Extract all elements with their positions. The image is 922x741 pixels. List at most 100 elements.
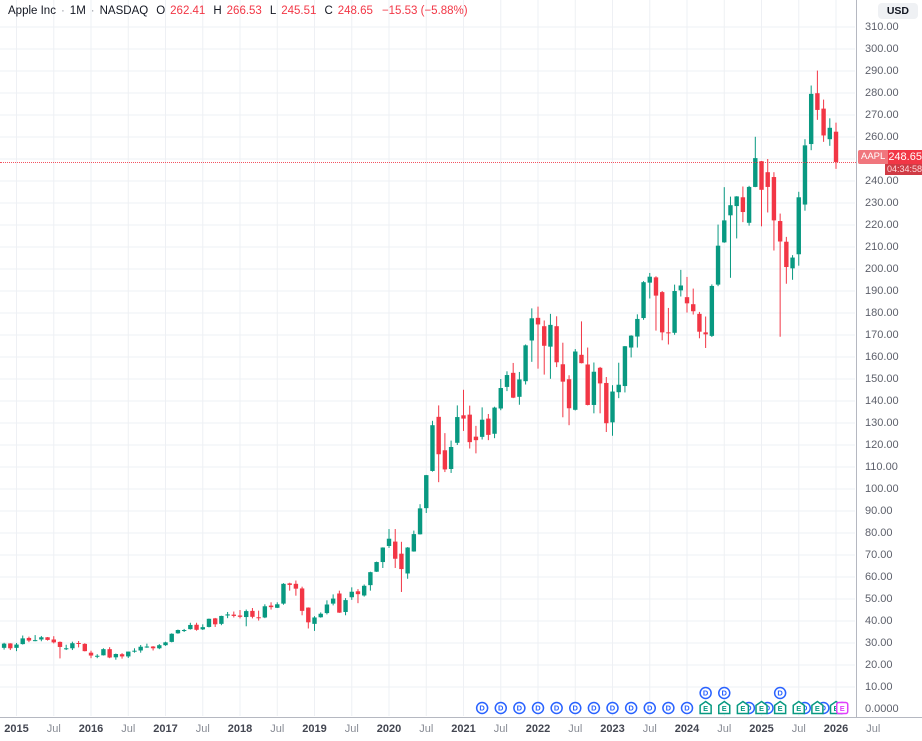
candle[interactable] bbox=[753, 136, 758, 188]
candle[interactable] bbox=[101, 648, 106, 656]
earnings-icon[interactable]: E bbox=[755, 700, 768, 715]
event-markers[interactable]: DDDDDDDDDDDDDEDEDEDEDEDEDEDEE bbox=[475, 686, 849, 715]
candle[interactable] bbox=[734, 196, 739, 239]
candle[interactable] bbox=[181, 628, 187, 632]
candle[interactable] bbox=[833, 122, 839, 169]
candle[interactable] bbox=[194, 622, 199, 631]
candle[interactable] bbox=[666, 307, 671, 345]
candle[interactable] bbox=[411, 530, 417, 552]
candle[interactable] bbox=[653, 276, 659, 331]
candle[interactable] bbox=[815, 70, 820, 120]
candle[interactable] bbox=[510, 362, 516, 399]
earnings-icon[interactable]: E bbox=[792, 700, 806, 715]
candle[interactable] bbox=[32, 635, 38, 642]
earnings-icon[interactable]: E bbox=[773, 700, 787, 715]
candle[interactable] bbox=[330, 594, 336, 606]
candle[interactable] bbox=[498, 379, 503, 411]
candle[interactable] bbox=[641, 281, 646, 320]
candle[interactable] bbox=[560, 342, 566, 418]
dividend-icon[interactable]: D bbox=[662, 701, 675, 715]
candle[interactable] bbox=[57, 641, 63, 659]
candle[interactable] bbox=[88, 650, 94, 659]
candle[interactable] bbox=[579, 321, 584, 364]
candle[interactable] bbox=[597, 366, 603, 414]
candle[interactable] bbox=[715, 224, 721, 287]
candle[interactable] bbox=[150, 646, 156, 651]
dividend-icon[interactable]: D bbox=[494, 701, 508, 715]
candle[interactable] bbox=[368, 571, 373, 591]
candle[interactable] bbox=[697, 311, 702, 339]
candle[interactable] bbox=[448, 440, 454, 473]
candle[interactable] bbox=[95, 654, 100, 659]
candle[interactable] bbox=[337, 590, 342, 613]
candle[interactable] bbox=[206, 618, 212, 628]
candle[interactable] bbox=[138, 644, 143, 653]
dividend-icon[interactable]: D bbox=[606, 701, 619, 715]
candle[interactable] bbox=[722, 187, 727, 243]
candle[interactable] bbox=[76, 641, 81, 648]
candle[interactable] bbox=[684, 276, 690, 313]
candle[interactable] bbox=[51, 636, 56, 644]
candle[interactable] bbox=[430, 420, 435, 472]
interval-label[interactable]: 1M bbox=[69, 5, 86, 17]
symbol-title[interactable]: Apple Inc bbox=[8, 5, 56, 17]
upcoming-earnings-icon[interactable]: E bbox=[835, 701, 849, 715]
candle[interactable] bbox=[647, 272, 652, 299]
candle[interactable] bbox=[566, 375, 572, 426]
candle[interactable] bbox=[275, 602, 280, 609]
candle[interactable] bbox=[709, 284, 715, 337]
candle[interactable] bbox=[287, 582, 292, 591]
candle[interactable] bbox=[821, 99, 826, 142]
candle[interactable] bbox=[746, 185, 752, 226]
candle[interactable] bbox=[554, 316, 559, 368]
candle[interactable] bbox=[1, 642, 7, 650]
candle[interactable] bbox=[14, 643, 19, 652]
candle[interactable] bbox=[691, 288, 696, 315]
dividend-icon[interactable]: D bbox=[699, 686, 712, 700]
candle[interactable] bbox=[393, 529, 398, 568]
candle[interactable] bbox=[26, 636, 32, 643]
candle[interactable] bbox=[424, 474, 429, 513]
candle[interactable] bbox=[219, 615, 224, 626]
candle[interactable] bbox=[628, 335, 634, 358]
candle[interactable] bbox=[585, 347, 590, 406]
candle[interactable] bbox=[8, 643, 13, 651]
candle[interactable] bbox=[573, 349, 578, 411]
candle[interactable] bbox=[299, 586, 305, 616]
candle[interactable] bbox=[268, 602, 274, 610]
candle[interactable] bbox=[157, 644, 162, 650]
dividend-icon[interactable]: D bbox=[624, 701, 638, 715]
candle[interactable] bbox=[548, 313, 553, 379]
dividend-icon[interactable]: D bbox=[531, 701, 545, 715]
candle[interactable] bbox=[790, 255, 795, 280]
candle[interactable] bbox=[355, 589, 361, 604]
candle[interactable] bbox=[436, 405, 441, 483]
candle[interactable] bbox=[442, 433, 448, 473]
candle[interactable] bbox=[635, 314, 640, 348]
dividend-icon[interactable]: D bbox=[718, 686, 731, 700]
candle[interactable] bbox=[380, 547, 386, 568]
dividend-icon[interactable]: D bbox=[643, 701, 657, 715]
candle[interactable] bbox=[604, 377, 609, 433]
candle[interactable] bbox=[455, 405, 460, 445]
candle[interactable] bbox=[343, 598, 348, 616]
candle[interactable] bbox=[312, 616, 317, 631]
candle[interactable] bbox=[610, 385, 615, 436]
candle[interactable] bbox=[467, 405, 472, 449]
candle[interactable] bbox=[324, 600, 330, 615]
candle[interactable] bbox=[237, 610, 243, 619]
candle[interactable] bbox=[45, 637, 50, 641]
candle[interactable] bbox=[293, 580, 299, 596]
candle[interactable] bbox=[678, 269, 684, 297]
candle[interactable] bbox=[827, 118, 833, 146]
candle[interactable] bbox=[765, 159, 770, 213]
candle[interactable] bbox=[771, 172, 777, 251]
candle[interactable] bbox=[523, 344, 528, 385]
candle[interactable] bbox=[529, 308, 535, 362]
candle[interactable] bbox=[616, 362, 621, 399]
candle[interactable] bbox=[200, 624, 205, 631]
candle[interactable] bbox=[132, 648, 137, 653]
dividend-icon[interactable]: D bbox=[475, 701, 489, 715]
candle[interactable] bbox=[703, 316, 708, 348]
